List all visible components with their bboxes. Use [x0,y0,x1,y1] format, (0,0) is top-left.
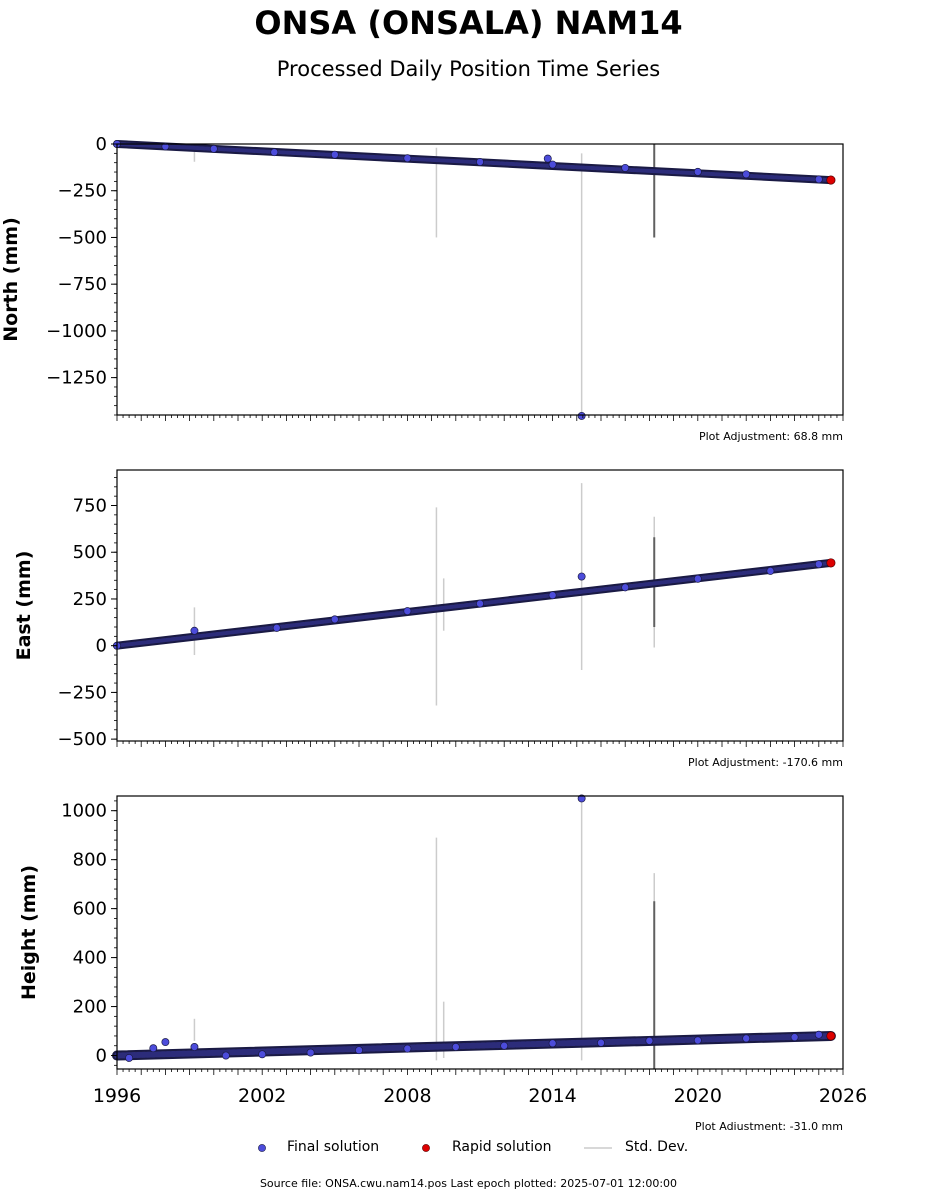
final-point-2-11 [548,1039,557,1048]
legend-final-marker [258,1144,266,1152]
final-point-2-2 [161,1038,170,1047]
chart-area: 0 −250 −500 −750 −1000 −1250 North (mm) Plot Ad… [0,134,867,1130]
ytick-label-1-4: −250 [58,682,107,703]
legend-final-label: Final solution [287,1139,380,1155]
legend-rapid-marker [422,1144,430,1152]
ytick-label-2-3: 400 [73,948,107,969]
final-point-0-9 [577,411,586,420]
ytick-label-0-3: −750 [58,274,107,295]
final-point-1-8 [621,583,630,592]
final-point-2-12 [577,794,586,803]
final-point-2-1 [149,1044,158,1053]
rapid-point-1-0 [826,558,836,568]
ytick-label-1-0: 750 [73,496,107,517]
legend-stddev-line [584,1147,612,1149]
ytick-label-1-3: 0 [96,636,107,657]
xtick-label-2: 2008 [383,1085,431,1107]
final-point-2-13 [597,1038,605,1047]
final-point-2-18 [814,1030,823,1039]
final-point-0-12 [742,170,751,179]
xtick-label-5: 2026 [819,1085,867,1107]
final-point-2-6 [306,1048,315,1057]
final-point-0-11 [693,167,702,176]
final-point-0-3 [270,148,279,157]
final-solution-band-inner-0 [115,142,833,183]
final-point-2-8 [403,1044,412,1053]
final-point-0-13 [814,175,823,184]
ytick-label-0-5: −1250 [46,368,107,389]
ylabel-0: North (mm) [0,217,22,342]
final-point-2-10 [500,1041,509,1050]
xtick-label-4: 2020 [674,1085,722,1107]
chart-subtitle: Processed Daily Position Time Series [276,57,661,81]
final-point-1-5 [476,599,484,608]
final-point-2-3 [190,1043,199,1051]
ytick-label-0-4: −1000 [46,321,107,342]
final-point-1-11 [814,560,823,569]
rapid-point-2-0 [826,1031,836,1041]
ytick-label-0-1: −250 [58,181,107,202]
final-point-2-0 [125,1054,134,1062]
final-point-0-10 [621,163,630,172]
final-point-0-5 [403,154,412,163]
final-point-1-7 [577,572,586,581]
final-solution-band-inner-2 [114,1032,834,1059]
source-footer: Source file: ONSA.cwu.nam14.pos Last epo… [259,1177,678,1190]
final-point-0-8 [548,160,557,169]
final-point-2-16 [742,1034,751,1043]
final-point-0-6 [476,157,484,166]
ytick-label-2-5: 0 [96,1046,107,1067]
ylabel-2: Height (mm) [18,865,40,1000]
final-point-0-2 [209,144,218,153]
ytick-label-1-1: 500 [73,542,107,563]
final-point-1-9 [693,574,702,583]
xtick-label-1: 2002 [238,1085,286,1107]
xtick-label-3: 2014 [528,1085,576,1107]
ytick-label-2-4: 200 [73,997,107,1018]
axes-frame-2 [116,795,844,1070]
legend-stddev-label: Std. Dev. [625,1139,689,1155]
xtick-label-0: 1996 [93,1085,141,1107]
final-point-1-10 [766,566,775,575]
ytick-label-0-2: −500 [58,227,107,248]
legend-rapid-label: Rapid solution [452,1139,552,1155]
final-point-1-3 [330,615,339,624]
plot-adjustment-0: Plot Adjustment: 68.8 mm [699,430,843,443]
legend: Final solution Rapid solution Std. Dev. [0,1137,937,1159]
ytick-label-2-0: 1000 [61,801,107,822]
final-point-0-7 [543,154,552,163]
final-point-0-1 [161,142,170,151]
final-point-2-15 [693,1036,702,1045]
ytick-label-2-2: 600 [73,899,107,920]
final-point-1-4 [403,607,412,616]
ytick-label-1-2: 250 [73,589,107,610]
ytick-label-2-1: 800 [73,850,107,871]
rapid-point-0-0 [826,175,836,185]
chart-title: ONSA (ONSALA) NAM14 [254,4,683,42]
final-point-2-9 [451,1043,460,1051]
final-point-2-5 [258,1050,267,1059]
ytick-label-1-5: −500 [58,729,107,750]
final-point-1-1 [190,626,199,635]
final-point-1-6 [548,591,557,600]
plot-adjustment-2: Plot Adjustment: -31.0 mm [695,1120,843,1130]
final-point-2-7 [355,1046,363,1055]
final-point-1-2 [272,623,281,632]
plot-adjustment-1: Plot Adjustment: -170.6 mm [688,756,843,769]
final-solution-band-inner-1 [115,560,833,648]
ylabel-1: East (mm) [13,551,35,661]
final-point-0-4 [330,150,339,159]
final-point-2-17 [790,1033,799,1042]
axes-frame-0 [116,143,844,416]
final-point-2-14 [645,1036,654,1045]
ytick-label-0-0: 0 [96,134,107,155]
final-point-2-4 [221,1051,230,1060]
